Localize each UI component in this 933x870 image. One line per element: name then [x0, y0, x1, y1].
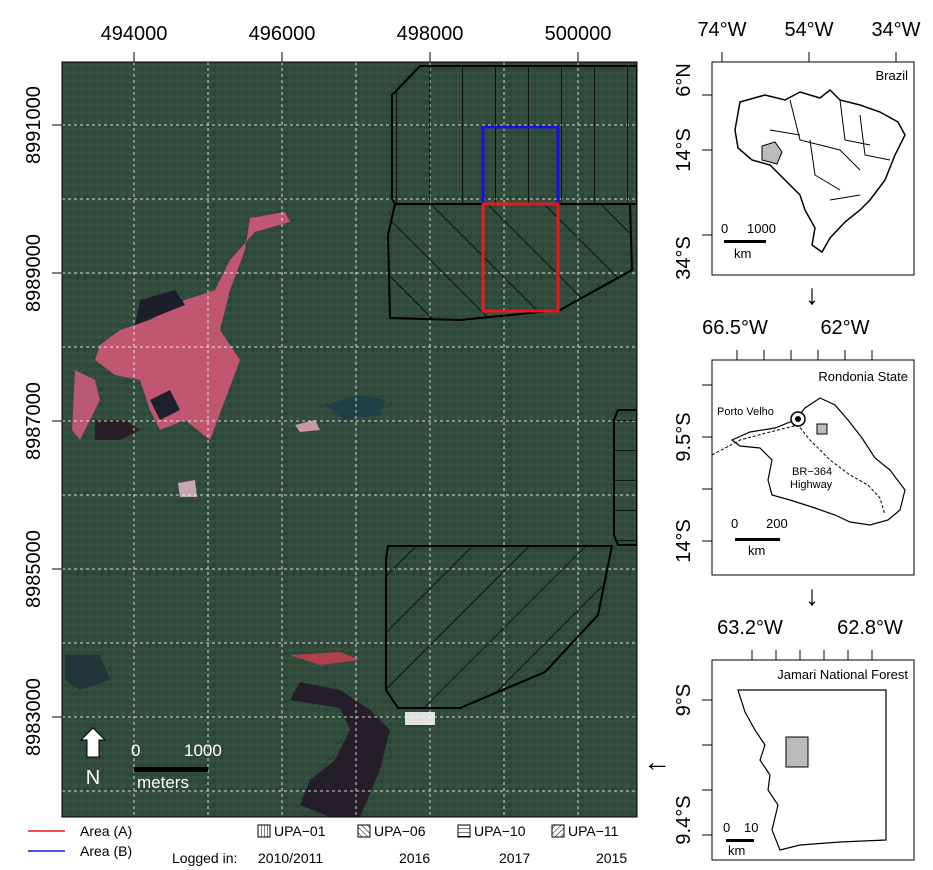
rondonia-scale-end: 200 — [766, 516, 788, 531]
rondonia-scale-unit: km — [748, 543, 765, 558]
main-y-axis — [52, 124, 62, 718]
br364-highway-line — [711, 424, 886, 516]
legend-upa-10: UPA−10 — [474, 823, 526, 839]
main-y-tick: 8985000 — [23, 530, 45, 608]
brazil-x-tick: 34°W — [871, 19, 920, 41]
upa-06-polygon — [386, 203, 634, 322]
jamari-y-tick: 9.4°S — [673, 795, 695, 844]
rondonia-x-tick: 66.5°W — [702, 317, 768, 339]
legend-upa-06: UPA−06 — [374, 823, 426, 839]
rondonia-highlight — [761, 141, 783, 165]
rondonia-y-tick: 9.5°S — [673, 412, 695, 461]
jamari-scale-start: 0 — [723, 820, 730, 835]
porto-velho-label: Porto Velho — [717, 406, 774, 418]
main-x-tick: 498000 — [397, 23, 464, 45]
cleared-areas — [65, 212, 435, 817]
brazil-scale-start: 0 — [721, 221, 728, 236]
scale-start-label: 0 — [131, 741, 140, 760]
legend-upa-01: UPA−01 — [274, 823, 326, 839]
study-area-highlight — [785, 736, 809, 768]
rondonia-scale-start: 0 — [731, 516, 738, 531]
legend-upa-11-swatch — [551, 824, 565, 838]
main-map-frame — [61, 61, 638, 818]
jamari-y-tick: 9°S — [673, 684, 695, 716]
jamari-scale-end: 10 — [744, 820, 758, 835]
inset-jamari: 63.2°W 62.8°W 9°S 9.4°S Jamari National … — [673, 617, 915, 861]
scale-end-label: 1000 — [184, 741, 222, 760]
inset-brazil: 74°W 54°W 34°W 6°N 14°S 34°S Brazil 0 10… — [673, 19, 921, 280]
main-x-tick: 500000 — [545, 23, 612, 45]
arrow-down-icon: ↓ — [805, 580, 819, 611]
rondonia-outline — [730, 397, 906, 526]
brazil-title: Brazil — [875, 68, 908, 83]
legend-upa-01-year: 2010/2011 — [258, 850, 323, 866]
legend-area-a: Area (A) — [80, 823, 132, 839]
inset-rondonia: 66.5°W 62°W 9.5°S 14°S Rondonia State Po… — [673, 317, 915, 576]
brazil-y-tick: 6°N — [673, 63, 695, 97]
upa-11-polygon — [385, 545, 614, 709]
highway-label: Highway — [790, 479, 833, 491]
main-y-tick: 8983000 — [23, 678, 45, 756]
rondonia-scale-bar — [735, 538, 780, 541]
main-y-tick: 8987000 — [23, 382, 45, 460]
main-x-tick: 496000 — [249, 23, 316, 45]
brazil-scale-unit: km — [734, 246, 751, 261]
main-x-tick: 494000 — [101, 23, 168, 45]
legend-upa-01-swatch — [257, 824, 271, 838]
brazil-y-tick: 34°S — [673, 236, 695, 280]
main-y-tick: 8991000 — [23, 86, 45, 164]
rondonia-y-tick: 14°S — [673, 519, 695, 563]
main-y-tick: 8989000 — [23, 234, 45, 312]
rondonia-title: Rondonia State — [818, 369, 908, 384]
upa-01-polygon — [391, 65, 637, 205]
legend: Area (A) Area (B) Logged in: UPA−01 2010… — [28, 823, 627, 866]
legend-logged-in-label: Logged in: — [172, 850, 237, 866]
brazil-state-lines — [769, 99, 891, 201]
jamari-x-tick: 63.2°W — [717, 617, 783, 639]
brazil-outline — [734, 88, 906, 254]
jamari-title: Jamari National Forest — [777, 667, 908, 682]
north-arrow-icon — [79, 727, 107, 758]
arrow-left-icon: ← — [643, 746, 671, 777]
legend-upa-10-swatch — [457, 824, 471, 838]
scale-unit-label: meters — [137, 773, 189, 792]
jamari-scale-bar — [726, 839, 754, 842]
legend-upa-06-swatch — [357, 824, 371, 838]
main-x-axis — [133, 52, 579, 62]
legend-upa-11-year: 2015 — [596, 850, 627, 866]
legend-upa-06-year: 2016 — [399, 850, 430, 866]
rondonia-x-tick: 62°W — [820, 317, 869, 339]
upa-10-polygon — [613, 409, 637, 546]
legend-upa-11: UPA−11 — [568, 823, 619, 839]
legend-upa-10-year: 2017 — [499, 850, 530, 866]
brazil-scale-bar — [724, 240, 766, 243]
jamari-outline — [737, 689, 887, 851]
north-label: N — [86, 767, 100, 789]
jamari-x-tick: 62.8°W — [837, 617, 903, 639]
brazil-scale-end: 1000 — [747, 221, 776, 236]
jamari-scale-unit: km — [728, 843, 745, 858]
brazil-y-tick: 14°S — [673, 128, 695, 172]
br364-label: BR−364 — [792, 466, 832, 478]
jamari-highlight — [816, 423, 828, 435]
brazil-x-tick: 54°W — [784, 19, 833, 41]
main-map: 494000 496000 498000 500000 8991000 8989… — [23, 23, 638, 818]
brazil-x-tick: 74°W — [697, 19, 746, 41]
arrow-down-icon: ↓ — [805, 279, 819, 310]
legend-area-b: Area (B) — [80, 843, 132, 859]
scale-bar — [134, 767, 208, 772]
